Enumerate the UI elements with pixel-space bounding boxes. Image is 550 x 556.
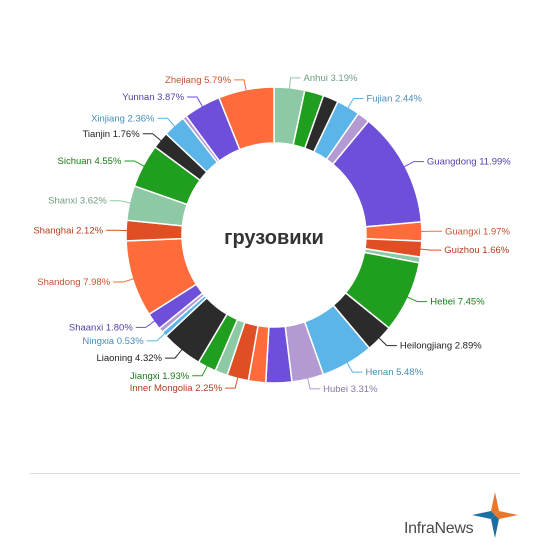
slice-label: Guangdong 11.99%: [427, 157, 511, 168]
chart-title: грузовики: [224, 227, 324, 249]
slice-label: Hubei 3.31%: [323, 384, 378, 395]
chart-segments: [125, 86, 423, 384]
infranews-logo: InfraNews: [404, 490, 534, 550]
leader-line: [306, 377, 321, 390]
leader-line: [225, 376, 239, 389]
slice-label: Shanghai 2.12%: [33, 225, 103, 236]
slice-label: Yunnan 3.87%: [122, 92, 184, 103]
leader-line: [142, 133, 163, 142]
donut-chart: Anhui 3.19% Fujian 2.44% Guangdong 11.99% G…: [33, 73, 511, 395]
leader-line: [347, 97, 364, 110]
slice-label: Heilongjiang 2.89%: [400, 341, 482, 352]
slice-label: Jiangxi 1.93%: [130, 371, 190, 382]
logo-text: InfraNews: [404, 520, 474, 537]
slice-label: Shanxi 3.62%: [48, 196, 107, 207]
leader-line: [187, 96, 204, 108]
slice-label: Anhui 3.19%: [304, 73, 358, 84]
slice-label: Shandong 7.98%: [37, 277, 110, 288]
leader-line: [146, 332, 166, 342]
leader-line: [419, 248, 442, 251]
leader-line: [288, 77, 301, 90]
leader-line: [346, 361, 363, 373]
slice-label: Xinjiang 2.36%: [91, 113, 155, 124]
slice-label: Henan 5.48%: [366, 367, 424, 378]
leader-line: [403, 161, 424, 168]
slice-label: Inner Mongolia 2.25%: [130, 383, 223, 394]
leader-line: [406, 296, 428, 303]
slice-label: Guangxi 1.97%: [445, 226, 511, 237]
slice-label: Shaanxi 1.80%: [69, 322, 133, 333]
leader-line: [113, 278, 135, 283]
donut-slice: [217, 86, 275, 151]
slice-label: Fujian 2.44%: [366, 93, 422, 104]
leader-line: [164, 348, 183, 359]
chart-leader-lines: [106, 77, 442, 390]
leader-line: [135, 319, 156, 328]
slice-label: Ningxia 0.53%: [82, 336, 144, 347]
slice-label: Hebei 7.45%: [430, 297, 485, 308]
chart-labels: Anhui 3.19% Fujian 2.44% Guangdong 11.99% G…: [33, 73, 511, 395]
footer-divider: [30, 473, 520, 474]
leader-line: [377, 336, 397, 347]
leader-line: [192, 364, 209, 377]
slice-label: Guizhou 1.66%: [444, 245, 510, 256]
slice-label: Sichuan 4.55%: [58, 156, 122, 167]
leader-line: [157, 117, 176, 128]
slice-label: Tianjin 1.76%: [82, 129, 140, 140]
leader-line: [124, 160, 146, 168]
slice-label: Zhejiang 5.79%: [165, 75, 232, 86]
leader-line: [109, 200, 132, 204]
leader-line: [234, 79, 247, 92]
slice-label: Liaoning 4.32%: [96, 353, 162, 364]
compass-star-icon: [472, 492, 518, 538]
